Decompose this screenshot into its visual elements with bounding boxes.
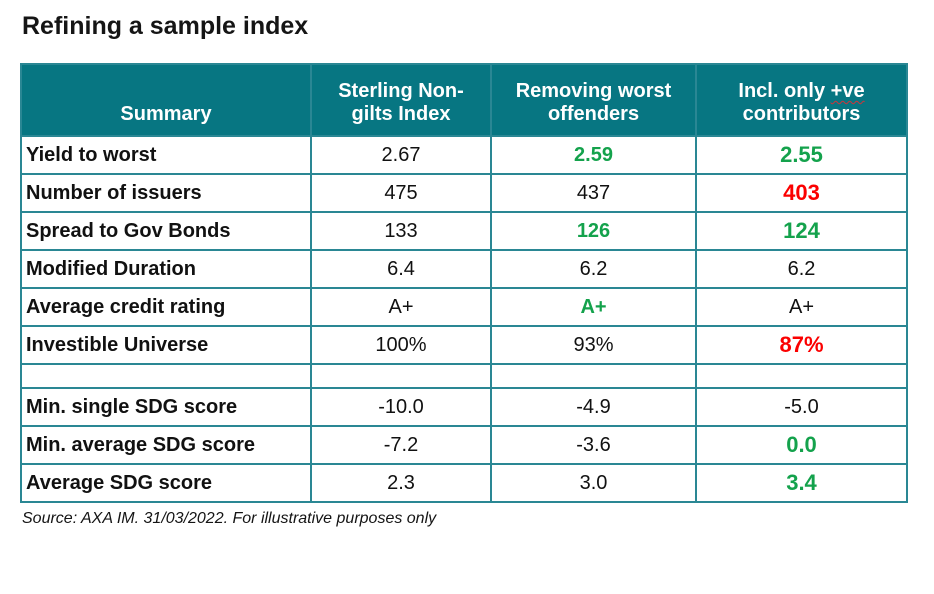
value-cell: 87% (695, 325, 908, 365)
table-row: Yield to worst 2.67 2.59 2.55 (20, 135, 908, 175)
row-label: Yield to worst (20, 135, 312, 175)
row-label: Average SDG score (20, 463, 312, 503)
value-cell: 100% (310, 325, 492, 365)
table-row: Investible Universe 100% 93% 87% (20, 325, 908, 365)
table-row: Number of issuers 475 437 403 (20, 173, 908, 213)
value-cell: 2.55 (695, 135, 908, 175)
value-cell: 2.3 (310, 463, 492, 503)
value-cell: A+ (310, 287, 492, 327)
column-header-sterling-non-gilts: Sterling Non-gilts Index (310, 63, 492, 137)
column-header-removing-worst-offenders: Removing worst offenders (490, 63, 697, 137)
row-label: Min. average SDG score (20, 425, 312, 465)
value-cell: 93% (490, 325, 697, 365)
value-cell: -10.0 (310, 387, 492, 427)
value-cell: 6.4 (310, 249, 492, 289)
value-cell: 2.59 (490, 135, 697, 175)
value-cell: 6.2 (695, 249, 908, 289)
empty-cell (490, 363, 697, 389)
spellcheck-squiggle-text: +ve (830, 79, 865, 102)
value-cell: A+ (695, 287, 908, 327)
row-label: Min. single SDG score (20, 387, 312, 427)
header-text-prefix: Incl. only (738, 79, 831, 102)
value-cell: -4.9 (490, 387, 697, 427)
empty-cell (310, 363, 492, 389)
empty-cell (20, 363, 312, 389)
spacer-row (20, 363, 908, 389)
row-label: Number of issuers (20, 173, 312, 213)
row-label: Investible Universe (20, 325, 312, 365)
table-row: Spread to Gov Bonds 133 126 124 (20, 211, 908, 251)
table-row: Average credit rating A+ A+ A+ (20, 287, 908, 327)
value-cell: 3.0 (490, 463, 697, 503)
table-row: Average SDG score 2.3 3.0 3.4 (20, 463, 908, 503)
table-row: Min. average SDG score -7.2 -3.6 0.0 (20, 425, 908, 465)
value-cell: 437 (490, 173, 697, 213)
slide-page: Refining a sample index Summary Sterling… (20, 12, 908, 527)
header-text-suffix: contributors (742, 103, 861, 126)
value-cell: 475 (310, 173, 492, 213)
empty-cell (695, 363, 908, 389)
value-cell: A+ (490, 287, 697, 327)
table-row: Modified Duration 6.4 6.2 6.2 (20, 249, 908, 289)
value-cell: -7.2 (310, 425, 492, 465)
value-cell: 6.2 (490, 249, 697, 289)
table-row: Min. single SDG score -10.0 -4.9 -5.0 (20, 387, 908, 427)
header-row: Summary Sterling Non-gilts Index Removin… (20, 63, 908, 137)
page-title: Refining a sample index (22, 12, 309, 40)
value-cell: 0.0 (695, 425, 908, 465)
row-label: Modified Duration (20, 249, 312, 289)
row-label: Spread to Gov Bonds (20, 211, 312, 251)
row-label: Average credit rating (20, 287, 312, 327)
column-header-summary: Summary (20, 63, 312, 137)
value-cell: 3.4 (695, 463, 908, 503)
table-body: Yield to worst 2.67 2.59 2.55 Number of issu… (20, 135, 908, 503)
column-header-incl-only-positive: Incl. only +ve contributors (695, 63, 908, 137)
source-note: Source: AXA IM. 31/03/2022. For illustra… (22, 510, 437, 527)
value-cell: -3.6 (490, 425, 697, 465)
value-cell: 403 (695, 173, 908, 213)
value-cell: 2.67 (310, 135, 492, 175)
table-header: Summary Sterling Non-gilts Index Removin… (20, 63, 908, 137)
value-cell: 124 (695, 211, 908, 251)
value-cell: -5.0 (695, 387, 908, 427)
value-cell: 126 (490, 211, 697, 251)
summary-table: Summary Sterling Non-gilts Index Removin… (20, 63, 908, 503)
value-cell: 133 (310, 211, 492, 251)
